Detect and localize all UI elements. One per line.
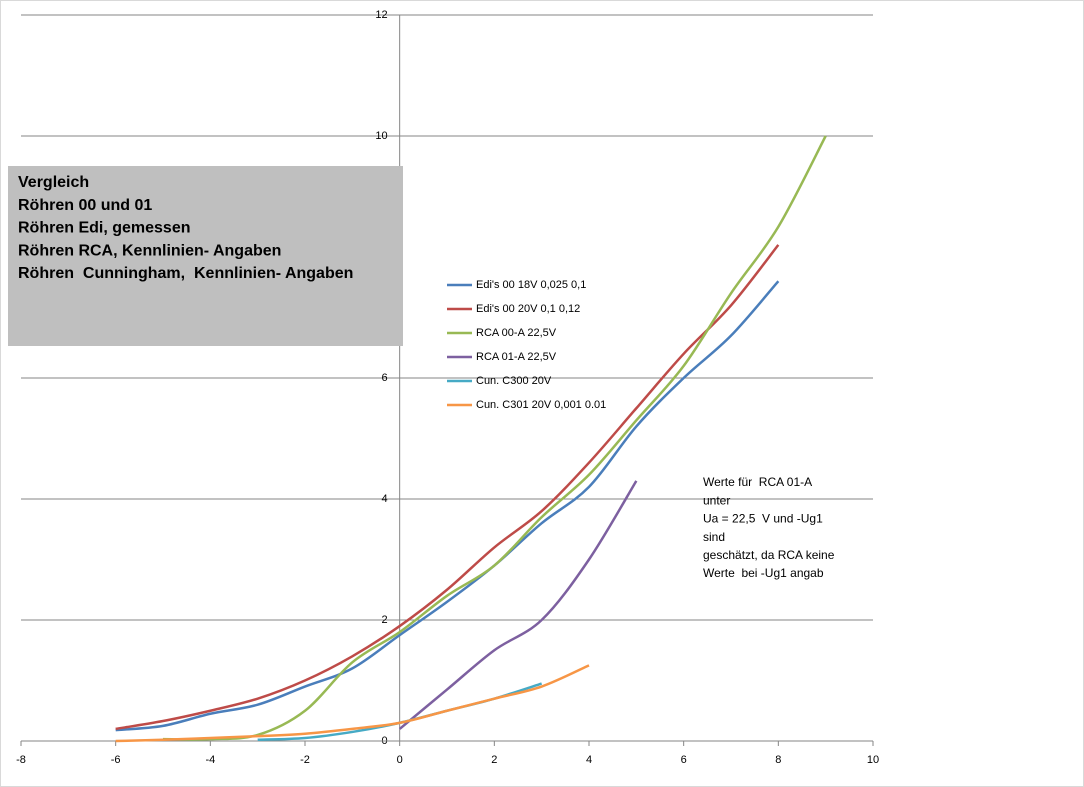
legend-label: Cun. C300 20V bbox=[476, 375, 552, 387]
series-line bbox=[398, 480, 638, 730]
legend-label: RCA 00-A 22,5V bbox=[476, 327, 557, 339]
series-line bbox=[115, 664, 590, 743]
series-line bbox=[115, 244, 780, 731]
annotation-line: geschätzt, da RCA keine bbox=[703, 548, 835, 562]
series-line bbox=[162, 135, 827, 741]
x-tick-label: -8 bbox=[16, 754, 26, 766]
text-box-line: Röhren 00 und 01 bbox=[18, 197, 152, 214]
text-box bbox=[8, 166, 403, 346]
x-tick-label: 6 bbox=[681, 754, 687, 766]
x-tick-label: 10 bbox=[867, 754, 879, 766]
legend-label: RCA 01-A 22,5V bbox=[476, 351, 557, 363]
annotation-line: sind bbox=[703, 530, 725, 544]
text-box-line: Röhren RCA, Kennlinien- Angaben bbox=[18, 242, 281, 259]
y-tick-label: 2 bbox=[382, 614, 388, 626]
y-tick-label: 4 bbox=[382, 493, 388, 505]
x-tick-label: 2 bbox=[491, 754, 497, 766]
y-tick-label: 12 bbox=[375, 9, 387, 21]
y-tick-label: 6 bbox=[382, 372, 388, 384]
x-tick-label: 8 bbox=[775, 754, 781, 766]
text-box-line: Röhren Edi, gemessen bbox=[18, 220, 191, 237]
annotation-line: Ua = 22,5 V und -Ug1 bbox=[703, 512, 823, 526]
x-tick-label: 0 bbox=[397, 754, 403, 766]
y-tick-label: 10 bbox=[375, 130, 387, 142]
x-tick-label: -2 bbox=[300, 754, 310, 766]
legend-label: Edi's 00 18V 0,025 0,1 bbox=[476, 279, 586, 291]
annotation-line: Werte bei -Ug1 angab bbox=[703, 566, 824, 580]
annotation-line: unter bbox=[703, 493, 730, 507]
x-tick-label: -4 bbox=[205, 754, 215, 766]
x-tick-label: -6 bbox=[111, 754, 121, 766]
legend-label: Edi's 00 20V 0,1 0,12 bbox=[476, 303, 580, 315]
text-box-line: Röhren Cunningham, Kennlinien- Angaben bbox=[18, 265, 353, 282]
series-line bbox=[115, 280, 780, 732]
legend-label: Cun. C301 20V 0,001 0.01 bbox=[476, 399, 606, 411]
annotation-line: Werte für RCA 01-A bbox=[703, 475, 812, 489]
text-box-line: Vergleich bbox=[18, 174, 89, 191]
x-tick-label: 4 bbox=[586, 754, 592, 766]
